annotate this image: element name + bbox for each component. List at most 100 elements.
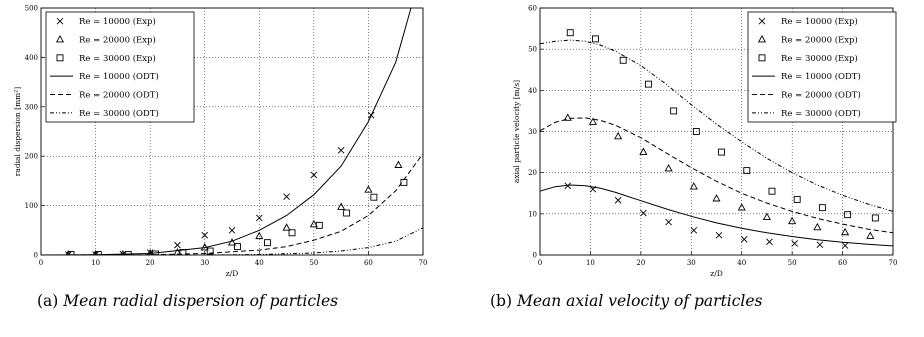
- x-tick-label-1-5: 50: [788, 259, 797, 267]
- y-tick-label-1-1: 10: [528, 210, 537, 218]
- series-point-1-2-3: [644, 80, 652, 88]
- x-tick-label-0-5: 50: [309, 259, 318, 267]
- legend-label-0-3: Re = 10000 (ODT): [79, 71, 159, 82]
- series-point-1-1-8: [762, 212, 771, 220]
- y-tick-label-0-3: 300: [25, 103, 38, 111]
- series-point-0-0-10: [337, 146, 345, 154]
- series-point-1-1-10: [813, 222, 822, 231]
- series-point-0-2-10: [343, 209, 351, 217]
- plot-area-0: [41, 8, 423, 255]
- series-point-0-2-6: [234, 243, 241, 251]
- y-tick-label-1-2: 20: [528, 169, 537, 177]
- series-point-1-1-6: [712, 194, 721, 202]
- series-line-0-4: [41, 153, 423, 255]
- y-tick-label-1-5: 50: [528, 46, 537, 54]
- series-point-0-2-11: [370, 193, 378, 201]
- x-tick-label-1-0: 0: [538, 259, 542, 267]
- y-tick-label-1-0: 0: [533, 252, 537, 260]
- y-axis-label-1: axial particle velocity [m/s]: [512, 80, 521, 183]
- series-point-1-2-11: [844, 211, 852, 219]
- series-point-1-0-8: [766, 238, 773, 246]
- series-point-1-0-0: [564, 182, 572, 190]
- legend-label-1-4: Re = 20000 (ODT): [781, 90, 861, 101]
- legend-box-1: [747, 11, 897, 123]
- x-tick-label-0-6: 60: [364, 259, 373, 267]
- legend-box-0: [45, 11, 195, 123]
- series-point-1-1-0: [563, 113, 572, 121]
- legend-label-0-4: Re = 20000 (ODT): [79, 90, 159, 101]
- series-point-1-2-2: [619, 56, 627, 64]
- x-tick-label-1-2: 20: [636, 259, 645, 267]
- x-axis-label-1: z/D: [710, 269, 723, 278]
- series-point-1-0-5: [690, 226, 698, 234]
- series-point-0-1-9: [309, 219, 318, 228]
- x-tick-label-1-7: 70: [889, 259, 898, 267]
- caption-b-label: (b): [490, 292, 513, 310]
- legend-label-1-5: Re = 30000 (ODT): [781, 108, 861, 119]
- chart-1: 0 10 20 30 40 50 60 70 0 10 20 30 40 50 60 z/D axial par…: [512, 5, 897, 279]
- series-point-0-1-12: [394, 160, 403, 168]
- y-tick-label-1-6: 60: [528, 5, 537, 13]
- legend-label-0-0: Re = 10000 (Exp): [79, 16, 156, 27]
- series-point-1-2-6: [718, 148, 725, 156]
- series-point-1-2-10: [818, 204, 826, 212]
- x-tick-label-1-6: 60: [838, 259, 847, 267]
- legend-1: Re = 10000 (Exp) Re = 20000 (Exp) Re = 300…: [747, 11, 897, 123]
- y-tick-label-1-3: 30: [528, 128, 537, 136]
- plot-area-1: [540, 29, 893, 249]
- series-point-1-2-4: [670, 107, 678, 115]
- series-point-0-0-4: [174, 241, 181, 249]
- legend-label-0-2: Re = 30000 (Exp): [79, 53, 156, 64]
- series-point-1-2-0: [566, 29, 574, 37]
- caption-b: (b) Mean axial velocity of particles: [490, 292, 763, 310]
- y-axis-label-0: radial dispersion [mm²]: [13, 87, 22, 177]
- series-point-1-0-11: [841, 242, 849, 249]
- legend-0: Re = 10000 (Exp) Re = 20000 (Exp) Re = 300…: [45, 11, 195, 123]
- series-point-0-1-1: [92, 249, 99, 255]
- legend-marker-0-1: [55, 34, 65, 43]
- series-point-0-2-7: [264, 239, 271, 247]
- x-axis-label-0: z/D: [226, 269, 239, 278]
- caption-b-text: Mean axial velocity of particles: [516, 292, 763, 310]
- series-point-1-1-5: [689, 182, 698, 190]
- series-point-1-1-2: [614, 131, 623, 140]
- series-point-0-0-8: [283, 193, 290, 201]
- series-point-1-1-1: [588, 117, 598, 125]
- caption-a-text: Mean radial dispersion of particles: [63, 292, 339, 310]
- x-tick-label-0-4: 40: [255, 259, 264, 267]
- y-tick-label-0-4: 400: [25, 54, 38, 62]
- plot-frame-1: [539, 7, 894, 256]
- series-point-1-1-3: [639, 147, 648, 155]
- series-point-1-1-7: [737, 203, 746, 211]
- series-point-0-0-6: [228, 226, 236, 234]
- figure-canvas: 0 10 20 30 40 50 60 700100200300400500z/Dradial…: [13, 5, 897, 279]
- y-tick-label-0-1: 100: [25, 202, 38, 210]
- legend-label-0-5: Re = 30000 (ODT): [79, 108, 159, 119]
- legend-marker-0-0: [56, 17, 64, 25]
- x-tick-label-0-7: 70: [419, 259, 428, 267]
- series-point-0-0-7: [255, 214, 263, 222]
- series-point-0-2-8: [288, 229, 296, 237]
- x-tick-label-0-1: 10: [91, 259, 100, 267]
- legend-label-1-0: Re = 10000 (Exp): [781, 16, 858, 27]
- series-line-1-3: [540, 184, 893, 247]
- legend-label-1-3: Re = 10000 (ODT): [781, 71, 861, 82]
- series-point-1-0-3: [640, 209, 647, 217]
- x-tick-label-0-2: 20: [146, 259, 155, 267]
- series-point-1-0-7: [740, 236, 748, 243]
- y-tick-label-0-5: 500: [25, 5, 38, 13]
- series-point-1-2-5: [692, 128, 700, 135]
- series-point-1-2-8: [768, 187, 776, 195]
- x-tick-label-1-3: 30: [687, 259, 696, 267]
- legend-marker-0-2: [56, 54, 64, 62]
- series-point-1-2-7: [743, 167, 751, 175]
- series-point-1-0-4: [665, 218, 672, 226]
- series-point-1-1-4: [664, 164, 673, 172]
- series-point-0-0-5: [201, 231, 209, 239]
- series-line-0-5: [41, 227, 423, 255]
- x-tick-label-1-1: 10: [586, 259, 595, 267]
- caption-a-label: (a): [37, 292, 59, 310]
- y-tick-label-1-4: 40: [528, 87, 537, 95]
- series-point-0-2-5: [206, 247, 214, 255]
- series-point-0-0-9: [310, 171, 318, 179]
